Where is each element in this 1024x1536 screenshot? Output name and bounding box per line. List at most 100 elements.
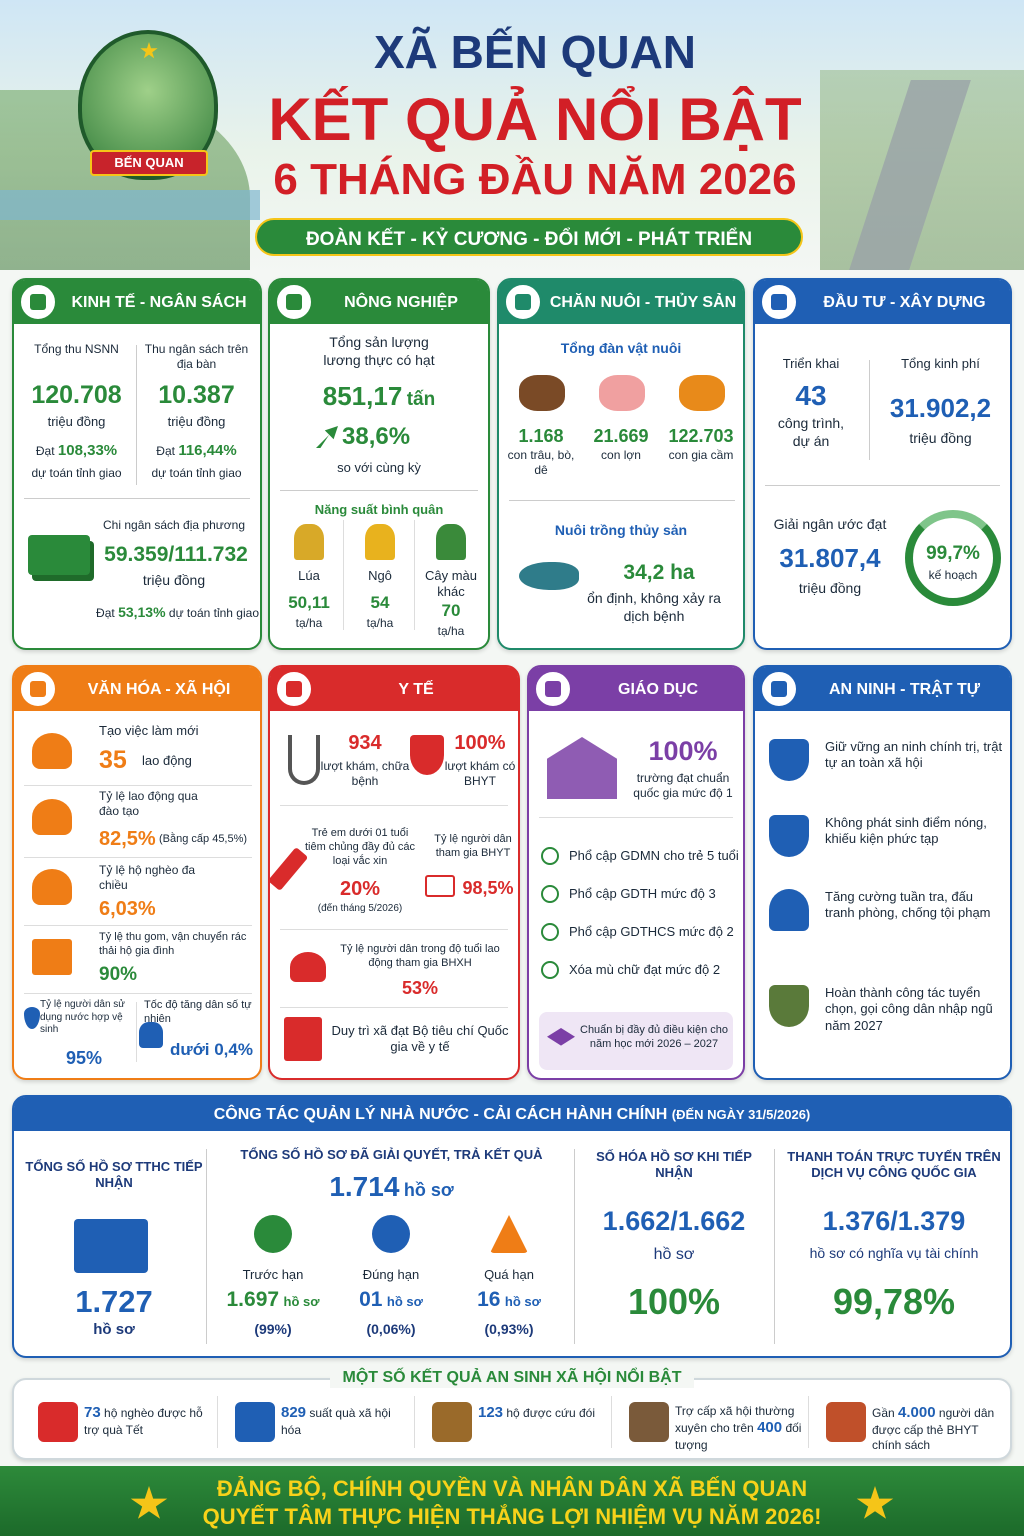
item-icon <box>235 1402 275 1442</box>
item-icon <box>432 1402 472 1442</box>
logo-text: BẾN QUAN <box>114 155 184 170</box>
value: dưới 0,4% <box>170 1040 253 1059</box>
divider <box>869 360 870 460</box>
value: 43 <box>795 380 827 411</box>
text: hộ nghèo được hỗ trợ quà Tết <box>84 1406 203 1437</box>
label: TỔNG SỐ HỒ SƠ TTHC TIẾP NHẬN <box>25 1159 203 1191</box>
growth-arrow <box>316 426 338 448</box>
pct: (0,93%) <box>484 1321 534 1337</box>
animal-unit: con lợn <box>601 448 641 462</box>
panel-header: CÔNG TÁC QUẢN LÝ NHÀ NƯỚC - CẢI CÁCH HÀN… <box>14 1097 1010 1131</box>
family-icon <box>139 1022 163 1048</box>
text: hồ sơ <box>504 1294 541 1309</box>
panel-nong-nghiep: NÔNG NGHIỆP Tổng sản lượng lương thực có … <box>268 278 490 650</box>
value: 120.708 <box>31 381 122 409</box>
crop-unit: tạ/ha <box>437 624 465 638</box>
slogan-pill: ĐOÀN KẾT - KỶ CƯƠNG - ĐỔI MỚI - PHÁT TRI… <box>255 218 803 256</box>
divider <box>24 993 252 994</box>
panel-y-te: Y TẾ 934 lượt khám, chữa bệnh 100% lượt khám… <box>267 665 520 1080</box>
yield-title: Năng suất bình quân <box>314 502 444 517</box>
crop-value: 70 <box>441 601 461 620</box>
label: Quá hạn <box>484 1267 534 1282</box>
text: Đạt <box>96 606 115 620</box>
label: SỐ HÓA HỒ SƠ KHI TIẾP NHẬN <box>596 1149 752 1181</box>
animal-value: 1.168 <box>518 426 564 446</box>
value: 90% <box>99 964 138 985</box>
crop-name: Lúa <box>298 568 320 583</box>
people-icon <box>290 952 326 982</box>
panel-title: KINH TẾ - NGÂN SÁCH <box>71 294 247 311</box>
label: Đúng hạn <box>362 1267 420 1282</box>
text: tấn <box>406 389 436 410</box>
item-text: 123 hộ được cứu đói <box>478 1404 608 1423</box>
crop-name: Ngô <box>368 568 392 583</box>
unit: hồ sơ có nghĩa vụ tài chính <box>809 1245 979 1261</box>
text: 16 <box>477 1288 501 1311</box>
divider <box>217 1396 218 1448</box>
pct: 100% <box>627 1281 721 1322</box>
panel-icon-glyph <box>30 294 46 310</box>
panel-dau-tu: ĐẦU TƯ - XÂY DỰNG Triển khai 43 công trình,… <box>753 278 1012 650</box>
divider <box>509 500 735 501</box>
aqua-value: 34,2 ha <box>623 561 695 584</box>
divider <box>539 817 733 818</box>
footer-line: QUYẾT TÂM THỰC HIỆN THẮNG LỢI NHIỆM VỤ N… <box>202 1504 822 1529</box>
label: Tỷ lệ hộ nghèo đa chiều <box>99 863 196 892</box>
value: 1.714 hồ sơ <box>214 1169 569 1204</box>
value: 1.727 <box>75 1284 153 1319</box>
label: Trước hạn <box>242 1267 304 1282</box>
value: 1.376/1.379 <box>822 1206 966 1236</box>
panel-icon <box>759 282 799 322</box>
divider <box>280 490 478 491</box>
text: 73 <box>84 1404 101 1421</box>
value: 10.387 <box>158 381 235 409</box>
value: 35 <box>99 746 127 774</box>
text: Gần <box>872 1406 895 1420</box>
rate-note: dự toán tỉnh giao <box>31 466 122 480</box>
crop-icon <box>365 524 395 560</box>
panel-qlnn: CÔNG TÁC QUẢN LÝ NHÀ NƯỚC - CẢI CÁCH HÀN… <box>12 1095 1012 1358</box>
text: (ĐẾN NGÀY 31/5/2026) <box>671 1107 811 1122</box>
panel-chan-nuoi: CHĂN NUÔI - THỦY SẢN Tổng đàn vật nuôi 1.1… <box>497 278 745 650</box>
text: 851,17 <box>322 381 403 411</box>
money-icon <box>28 535 90 575</box>
panel-title: AN NINH - TRẬT TỰ <box>828 681 981 698</box>
maintain: Duy trì xã đạt Bộ tiêu chí Quốc gia về y… <box>331 1023 509 1055</box>
text: Đạt <box>35 444 55 458</box>
divider <box>206 1149 207 1344</box>
item-icon <box>32 939 72 975</box>
text: Trợ cấp xã hội thường xuyên cho trên <box>675 1404 795 1435</box>
value: 1.662/1.662 <box>602 1206 746 1236</box>
panel-icon-glyph <box>545 681 561 697</box>
panel-title: Y TẾ <box>398 681 434 698</box>
value: 20% <box>339 878 381 900</box>
divider <box>280 1007 508 1008</box>
note: lao động <box>142 753 192 768</box>
item-text: Không phát sinh điểm nóng, khiếu kiện ph… <box>825 815 987 847</box>
label: Tạo việc làm mới <box>99 723 199 738</box>
unit: công trình, dự án <box>777 415 845 449</box>
label: Tổng thu NSNN <box>34 342 119 356</box>
text: suất quà xã hội hóa <box>281 1406 391 1437</box>
check-item: Xóa mù chữ đạt mức độ 2 <box>569 962 721 977</box>
progress-ring <box>905 510 1001 606</box>
check-icon <box>541 885 559 903</box>
note: (Bằng cấp 45,5%) <box>159 833 248 845</box>
status-icon <box>254 1215 292 1253</box>
fish-icon <box>519 562 579 590</box>
text: 108,33% <box>57 442 118 459</box>
item-icon <box>769 815 809 857</box>
label: THANH TOÁN TRỰC TUYẾN TRÊN DỊCH VỤ CÔNG … <box>787 1149 1001 1181</box>
divider <box>765 485 1000 486</box>
check-icon <box>541 923 559 941</box>
divider <box>136 1002 137 1062</box>
unit: triệu đồng <box>47 414 106 429</box>
label: Tỷ lệ người dân sử dụng nước hợp vệ sinh <box>40 999 125 1035</box>
divider <box>414 1396 415 1448</box>
item-text: 73 hộ nghèo được hỗ trợ quà Tết <box>84 1404 214 1438</box>
item-icon <box>32 869 72 905</box>
rate: Đạt 108,33% <box>19 442 134 461</box>
crop-icon <box>294 524 324 560</box>
crop-name: Cây màu khác <box>424 568 478 600</box>
label: Tỷ lệ lao động qua đào tạo <box>99 789 198 818</box>
